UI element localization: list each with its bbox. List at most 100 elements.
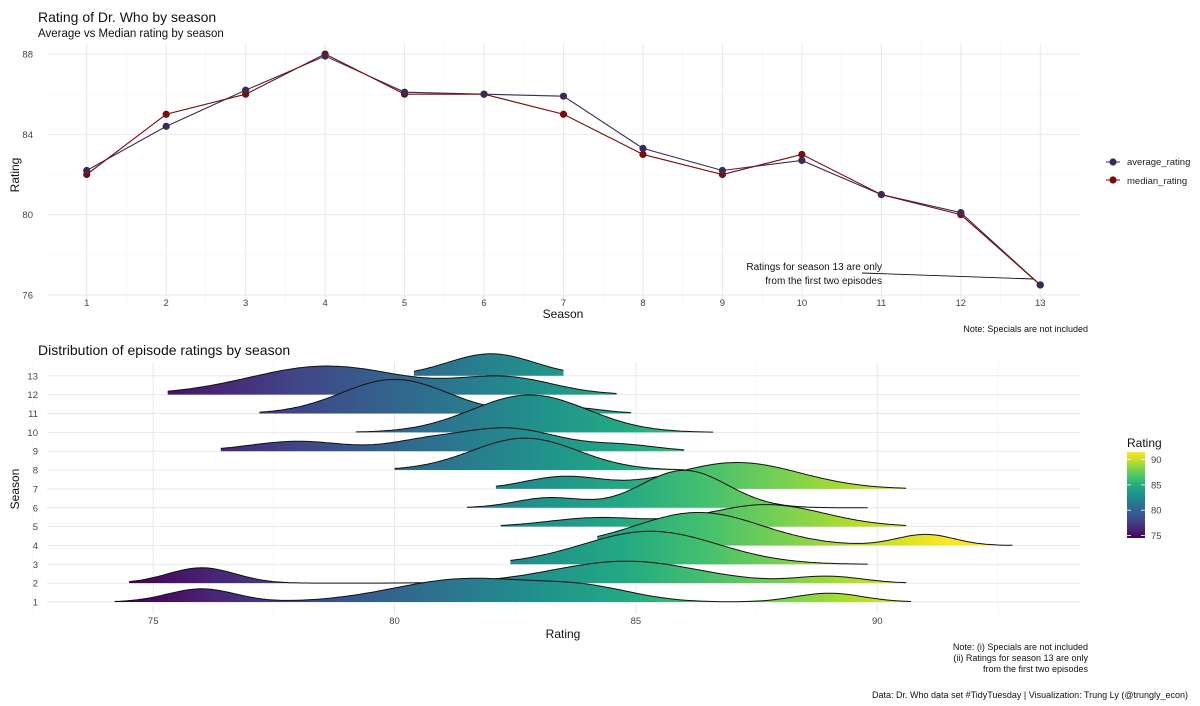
y-tick-label: 4 — [33, 541, 38, 552]
line-chart-title: Rating of Dr. Who by season — [38, 9, 216, 25]
y-tick-label: 9 — [33, 447, 38, 458]
x-tick-label: 1 — [84, 298, 89, 309]
y-tick-label: 8 — [33, 466, 38, 477]
x-tick-label: 2 — [164, 298, 169, 309]
line-chart-legend: average_rating median_rating — [1106, 157, 1190, 187]
ridge-season-9 — [220, 427, 685, 452]
median-rating-point — [162, 110, 170, 118]
average-rating-point — [162, 122, 170, 130]
line-chart-subtitle: Average vs Median rating by season — [38, 28, 224, 40]
average-rating-point — [798, 156, 806, 165]
average-rating-point — [718, 166, 727, 175]
x-tick-label: 75 — [148, 616, 159, 627]
x-tick-label: 80 — [389, 616, 400, 627]
y-tick-label: 2 — [33, 579, 38, 590]
ridge-outline-season-1 — [114, 577, 912, 603]
line-chart-x-axis-title: Season — [543, 307, 584, 321]
y-tick-label: 76 — [22, 290, 33, 301]
ridge-chart-x-axis-title: Rating — [546, 627, 581, 641]
annotation-leader-line — [861, 272, 1035, 280]
color-legend-bar — [1127, 452, 1145, 538]
legend-average-marker — [1109, 158, 1117, 166]
y-tick-label: 12 — [27, 390, 38, 401]
average-rating-point — [957, 209, 965, 217]
ridge-outline-season-4 — [597, 512, 1013, 546]
ridge-season-2 — [129, 561, 907, 584]
season-13-annotation: Ratings for season 13 are only from the … — [746, 262, 1035, 287]
legend-average-label: average_rating — [1127, 157, 1190, 168]
average-rating-point — [321, 52, 329, 60]
rating-color-legend: Rating 75 80 85 90 — [1127, 436, 1162, 542]
color-legend-tick-label: 90 — [1151, 455, 1162, 466]
y-tick-label: 5 — [33, 522, 38, 533]
color-legend-tick-label: 85 — [1151, 480, 1162, 491]
ridge-outline-season-8 — [394, 437, 685, 471]
average-rating-point — [559, 92, 568, 100]
line-chart-y-ticks: 76 80 84 88 — [22, 50, 33, 302]
y-tick-label: 84 — [22, 130, 33, 141]
y-tick-label: 13 — [27, 371, 38, 382]
x-tick-label: 7 — [561, 298, 566, 309]
y-tick-label: 1 — [33, 598, 38, 609]
line-chart-note: Note: Specials are not included — [963, 324, 1088, 334]
ridge-outline-season-2 — [129, 560, 907, 584]
average-rating-point — [639, 144, 647, 152]
median-rating-point — [559, 110, 568, 118]
ridge-chart-note-1: Note: (i) Specials are not included — [953, 642, 1088, 652]
ridge-chart-y-axis-title: Season — [8, 469, 22, 510]
ridge-season-10 — [355, 395, 714, 433]
y-tick-label: 11 — [28, 409, 38, 420]
line-chart-y-axis-title: Rating — [8, 158, 22, 193]
line-chart-grid — [47, 44, 1080, 305]
x-tick-label: 4 — [322, 298, 327, 309]
average-rating-point — [242, 86, 250, 94]
y-tick-label: 10 — [27, 428, 38, 439]
line-chart-series — [83, 50, 1044, 289]
annotation-line-2: from the first two episodes — [765, 276, 882, 287]
ridge-season-4 — [597, 512, 1013, 546]
x-tick-label: 3 — [243, 298, 248, 309]
ridge-outline-season-3 — [510, 530, 868, 565]
y-tick-label: 80 — [22, 210, 33, 221]
ridge-season-13 — [413, 353, 564, 376]
legend-median-label: median_rating — [1127, 176, 1187, 187]
ridge-outline-season-7 — [495, 462, 907, 489]
y-tick-label: 88 — [22, 50, 33, 61]
average-rating-point — [83, 166, 91, 175]
x-tick-label: 9 — [720, 298, 725, 309]
x-tick-label: 6 — [481, 298, 486, 309]
x-tick-label: 90 — [872, 616, 883, 627]
ridge-chart-note-2: (ii) Ratings for season 13 are only — [953, 653, 1088, 663]
x-tick-label: 11 — [876, 298, 886, 309]
ridge-chart-note-3: from the first two episodes — [983, 664, 1089, 674]
x-tick-label: 5 — [402, 298, 407, 309]
x-tick-label: 85 — [631, 616, 642, 627]
ridge-outline-season-9 — [220, 427, 685, 451]
y-tick-label: 3 — [33, 560, 38, 571]
ridge-season-11 — [259, 379, 632, 414]
color-legend-tick-label: 75 — [1151, 531, 1162, 542]
ridge-season-1 — [114, 578, 912, 602]
ridge-outline-season-12 — [167, 365, 617, 394]
ridge-chart-densities — [114, 353, 1013, 603]
x-tick-label: 13 — [1035, 298, 1046, 309]
average-rating-point — [480, 90, 488, 98]
ridge-outline-season-10 — [355, 394, 714, 433]
average-rating-point — [1036, 281, 1044, 289]
color-legend-tick-label: 80 — [1151, 506, 1162, 517]
y-tick-label: 7 — [33, 484, 38, 495]
average-rating-point — [877, 190, 885, 199]
median-rating-point — [798, 150, 806, 159]
line-chart-x-ticks: 1 2 3 4 5 6 7 8 9 10 11 12 13 — [84, 298, 1045, 309]
x-tick-label: 8 — [640, 298, 645, 309]
annotation-line-1: Ratings for season 13 are only — [746, 262, 882, 273]
color-legend-ticks: 75 80 85 90 — [1127, 455, 1162, 542]
ridge-chart-x-ticks: 75 80 85 90 — [148, 616, 883, 627]
ridge-chart-title: Distribution of episode ratings by seaso… — [38, 342, 290, 358]
caption: Data: Dr. Who data set #TidyTuesday | Vi… — [872, 690, 1188, 700]
x-tick-label: 12 — [956, 298, 967, 309]
y-tick-label: 6 — [33, 503, 38, 514]
